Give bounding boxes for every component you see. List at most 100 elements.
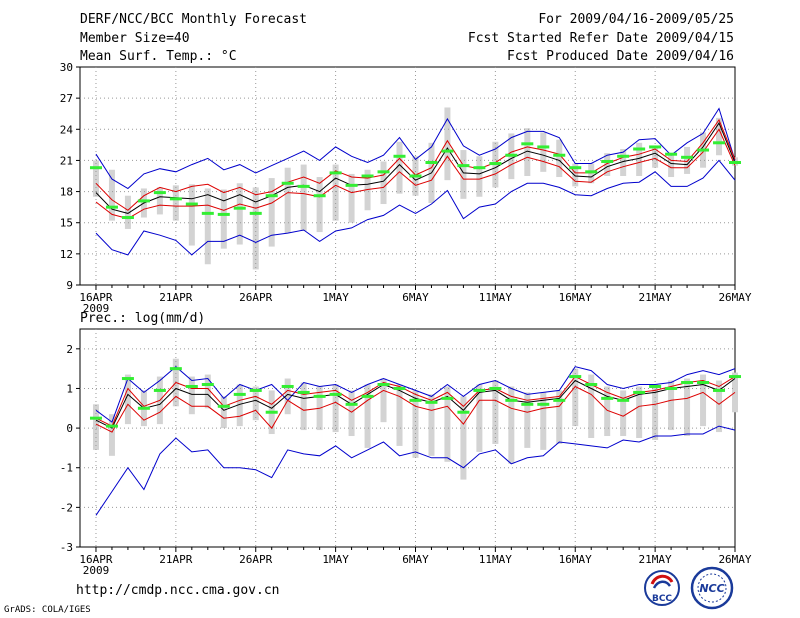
x-tick-label: 11MAY [479,553,512,566]
chart-title: DERF/NCC/BCC Monthly Forecast [80,12,307,27]
forecast-period: For 2009/04/16-2009/05/25 [538,12,734,27]
spread-bar [108,414,115,456]
spread-bar [172,185,179,221]
spread-bar [396,384,403,446]
spread-bar [524,128,531,176]
x-tick-label: 16APR [79,553,112,566]
x-tick-label: 26APR [239,553,272,566]
spread-bar [300,382,307,431]
series-line-mean [95,122,736,214]
x-tick-label: 11MAY [479,291,512,304]
spread-bar [620,149,627,176]
refer-date: Fcst Started Refer Date 2009/04/15 [467,31,734,46]
spread-bar [476,384,483,452]
series-line-min [95,425,736,516]
x-tick-label: 1MAY [322,553,349,566]
x-tick-label: 26MAY [718,553,751,566]
series-line-upper [95,375,736,427]
x-tick-label: 16MAY [559,553,592,566]
spread-bar [668,154,675,178]
x-tick-label: 16APR [79,291,112,304]
spread-bar [444,107,451,181]
spread-bar [124,374,131,425]
spread-bar [572,163,579,187]
spread-bar [156,187,163,215]
spread-bar [332,164,339,221]
spread-bar [316,177,323,233]
ncc-logo-text: NCC [699,582,724,595]
y-tick-label: 9 [66,279,73,292]
y-tick-label: 15 [60,217,73,230]
spread-bar [540,392,547,450]
y-tick-label: 18 [60,186,73,199]
spread-bar [204,374,211,409]
spread-bar [508,386,515,464]
spread-bar [92,404,99,450]
member-size: Member Size=40 [80,31,190,46]
spread-bar [252,187,259,270]
y-tick-label: 2 [66,343,73,356]
spread-bar [652,145,659,168]
spread-bar [716,380,723,433]
spread-bar [492,380,499,444]
x-tick-label: 21MAY [639,291,672,304]
spread-bar [556,139,563,178]
spread-bar [636,142,643,176]
x-tick-label: 21APR [159,291,192,304]
source-url[interactable]: http://cmdp.ncc.cma.gov.cn [76,583,280,598]
variable-label: Mean Surf. Temp.: °C [80,49,237,64]
x-tick-label: 21APR [159,553,192,566]
precip-title: Prec.: log(mm/d) [80,311,205,326]
y-tick-label: 0 [66,422,73,435]
series-line-min [95,159,736,256]
y-tick-label: 30 [60,61,73,74]
spread-bar [236,183,243,245]
ncc-logo: NCC [690,566,734,610]
spread-bar [220,189,227,249]
grads-credit: GrADS: COLA/IGES [4,605,91,615]
plot-frame [79,66,736,286]
spread-bar [348,390,355,437]
spread-bar [588,163,595,184]
y-tick-label: 24 [60,123,74,136]
spread-bar [380,378,387,423]
y-tick-label: -1 [60,462,73,475]
x-tick-label: 21MAY [639,553,672,566]
bcc-logo: BCC [644,570,680,606]
x-tick-label: 16MAY [559,291,592,304]
spread-bar [300,164,307,232]
bcc-logo-text: BCC [652,594,672,604]
spread-bar [284,167,291,234]
spread-bar [700,374,707,427]
y-tick-label: 21 [60,154,73,167]
spread-bar [460,396,467,480]
spread-bar [604,386,611,437]
spread-bar [684,146,691,174]
spread-bar [444,386,451,462]
y-tick-label: 12 [60,248,73,261]
spread-bar [92,160,99,197]
spread-bar [636,386,643,438]
spread-bar [364,384,371,448]
spread-bar [284,378,291,415]
spread-bar [620,390,627,437]
spread-bar [684,378,691,437]
spread-bar [460,150,467,199]
spread-bar [396,141,403,194]
spread-bar [252,386,259,421]
spread-bar [220,396,227,429]
spread-bar [652,384,659,440]
spread-bar [236,384,243,427]
spread-bar [556,390,563,444]
y-tick-label: 27 [60,92,73,105]
spread-bar [188,376,195,415]
y-tick-label: -2 [60,501,73,514]
series-line-lower [95,128,736,220]
x-tick-label: 6MAY [402,291,429,304]
spread-bar [188,184,195,246]
x-tick-label: 6MAY [402,553,429,566]
series-line-lower [95,385,736,433]
spread-bar [412,390,419,458]
spread-bar [204,188,211,265]
